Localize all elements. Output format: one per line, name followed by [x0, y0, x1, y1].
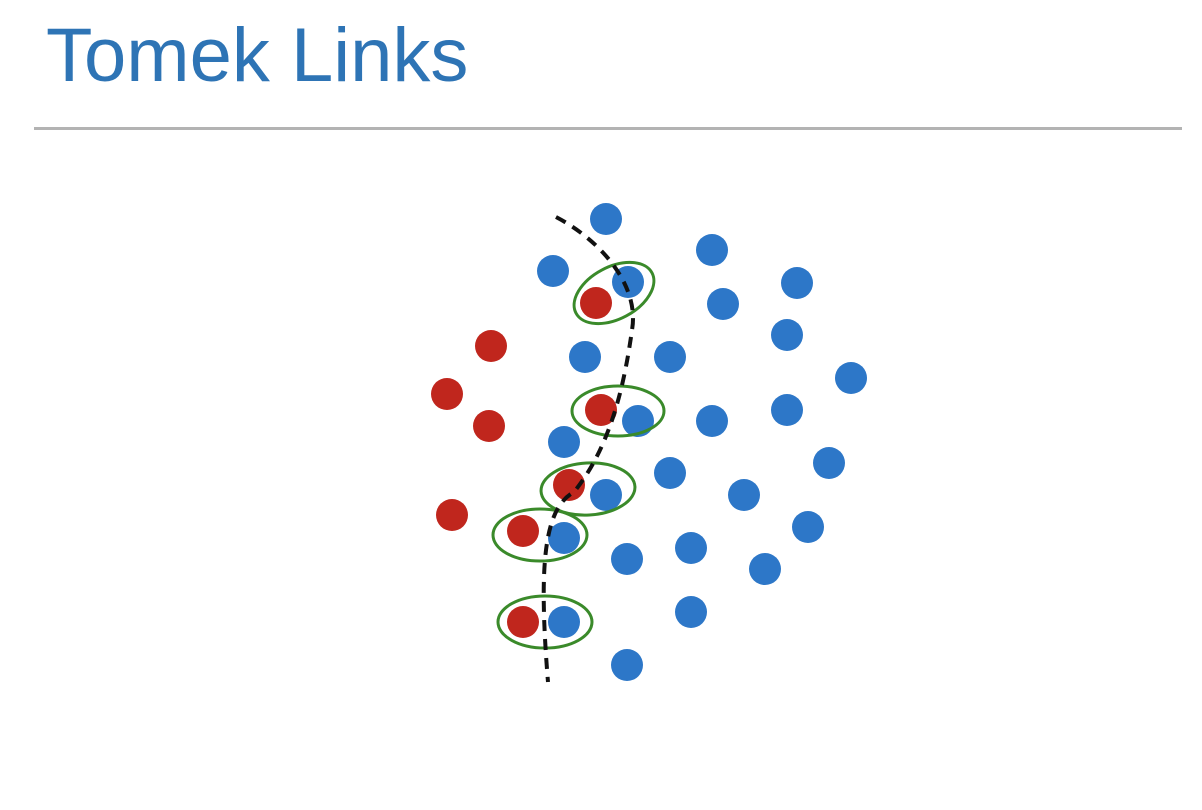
majority-point	[654, 341, 686, 373]
majority-point	[792, 511, 824, 543]
majority-point	[749, 553, 781, 585]
minority-class-points	[431, 287, 617, 638]
tomek-link-ellipses	[491, 260, 666, 650]
majority-point	[654, 457, 686, 489]
majority-point	[622, 405, 654, 437]
minority-point	[436, 499, 468, 531]
majority-point	[611, 649, 643, 681]
majority-point	[675, 532, 707, 564]
minority-point	[507, 515, 539, 547]
majority-point	[548, 426, 580, 458]
majority-point	[590, 479, 622, 511]
majority-point	[611, 543, 643, 575]
majority-point	[569, 341, 601, 373]
majority-point	[548, 606, 580, 638]
minority-point	[431, 378, 463, 410]
tomek-link-ellipse	[572, 260, 656, 326]
tomek-link-ellipse	[491, 507, 589, 563]
majority-point	[781, 267, 813, 299]
minority-point	[475, 330, 507, 362]
minority-point	[580, 287, 612, 319]
tomek-link-ellipse	[539, 461, 637, 517]
title-divider	[34, 127, 1182, 130]
majority-point	[835, 362, 867, 394]
majority-point	[728, 479, 760, 511]
decision-boundary	[541, 215, 636, 683]
majority-point	[696, 234, 728, 266]
tomek-link-ellipse	[570, 384, 666, 438]
minority-point	[473, 410, 505, 442]
majority-point	[813, 447, 845, 479]
majority-point	[707, 288, 739, 320]
majority-point	[771, 394, 803, 426]
majority-point	[537, 255, 569, 287]
majority-class-points	[537, 203, 867, 681]
minority-point	[553, 469, 585, 501]
minority-point	[507, 606, 539, 638]
majority-point	[696, 405, 728, 437]
majority-point	[548, 522, 580, 554]
majority-point	[771, 319, 803, 351]
minority-point	[585, 394, 617, 426]
majority-point	[675, 596, 707, 628]
slide-title: Tomek Links	[46, 13, 469, 98]
majority-point	[590, 203, 622, 235]
